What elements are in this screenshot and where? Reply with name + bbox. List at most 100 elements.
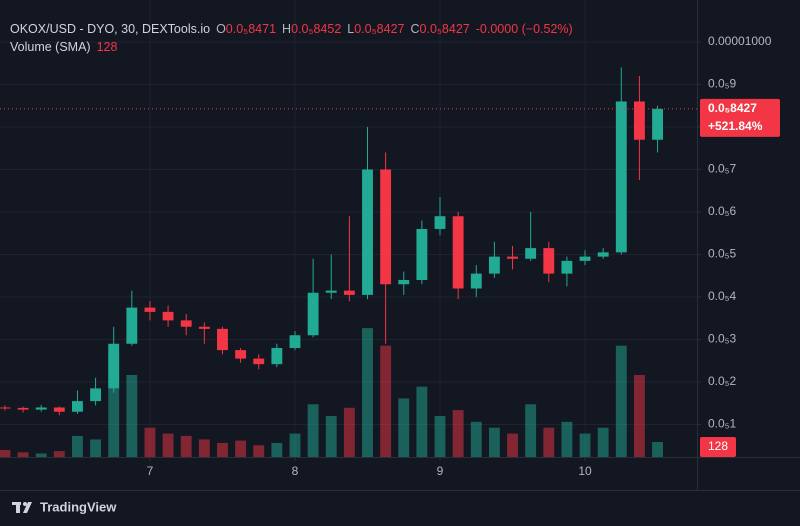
candle-body (434, 216, 446, 229)
volume-bar (126, 374, 138, 457)
y-tick-label: 0.0₅6 (708, 204, 737, 218)
volume-bar (525, 404, 537, 457)
volume-bar (615, 345, 627, 457)
candle-body (35, 407, 47, 410)
volume-bar (652, 442, 663, 457)
legend-value: 0.0₅8471 (225, 22, 277, 36)
volume-name: Volume (SMA) (10, 40, 91, 54)
candle-body (597, 252, 609, 257)
candle-body (452, 216, 464, 289)
y-tick-label: 0.00001000 (708, 34, 772, 48)
volume-label-box (700, 437, 736, 457)
legend-key: H (282, 22, 292, 36)
y-tick-label: 0.0₅5 (708, 247, 737, 261)
candle-body (180, 320, 192, 327)
x-tick-label: 8 (292, 464, 299, 478)
brand: TradingView (40, 499, 117, 514)
volume-label: 128 (708, 439, 728, 453)
volume-bar (17, 452, 29, 457)
candle-body (108, 343, 120, 389)
volume-bar (108, 351, 120, 457)
volume-bar (434, 415, 446, 457)
volume-bar (597, 427, 609, 457)
legend-key: O (216, 22, 226, 36)
candle-body (633, 101, 645, 140)
volume-bar (452, 410, 464, 457)
x-tick-label: 7 (147, 464, 154, 478)
y-tick-label: 0.0₅9 (708, 77, 737, 91)
volume-bar (307, 404, 319, 457)
candle-body (470, 273, 482, 289)
candle-body (217, 328, 228, 351)
volume-bar (0, 449, 11, 457)
candle-body (289, 335, 301, 348)
candle-body (561, 260, 573, 274)
x-tick-label: 10 (578, 464, 592, 478)
volume-bar (90, 439, 102, 457)
legend-value: 0.0₅8452 (291, 22, 342, 36)
volume-bar (144, 427, 156, 457)
candle-body (307, 292, 319, 336)
volume-bar (416, 386, 428, 457)
candle-body (398, 279, 410, 285)
candle-body (0, 407, 11, 409)
y-tick-label: 0.0₅4 (708, 289, 737, 303)
volume-bar (633, 374, 645, 457)
candle-body (72, 401, 83, 412)
candle-body (525, 248, 537, 259)
volume-bar (343, 407, 355, 457)
volume-bar (53, 451, 65, 457)
legend-value: 0.0₅8427 (419, 22, 470, 36)
price-label: 0.0₅8427 (708, 101, 757, 115)
brand-logo (12, 502, 32, 513)
candle-body (17, 407, 29, 410)
legend-key: C (410, 22, 420, 36)
x-tick-label: 9 (437, 464, 444, 478)
candle-body (507, 256, 518, 259)
header: OKOX/USD - DYO, 30, DEXTools.io O0.0₅8471… (10, 22, 573, 36)
candle-body (416, 228, 428, 280)
volume-bar (253, 445, 265, 457)
legend-value: 0.0₅8427 (354, 22, 405, 36)
candle-body (90, 388, 102, 402)
volume-bar (217, 442, 228, 457)
volume-bar (289, 433, 301, 457)
volume-bar (380, 345, 392, 457)
volume-bar (362, 328, 373, 457)
volume-bar (561, 421, 573, 457)
volume-bar (398, 398, 410, 457)
candle-body (362, 169, 373, 295)
candle-body (325, 290, 337, 293)
y-tick-label: 0.0₅7 (708, 162, 737, 176)
volume-bar (271, 442, 283, 457)
volume-bar (72, 435, 83, 457)
volume-bar (35, 453, 47, 457)
candle-body (380, 169, 392, 285)
candle-body (53, 407, 65, 412)
candle-body (343, 290, 355, 295)
y-tick-label: 0.0₅2 (708, 374, 737, 388)
volume-bar (470, 421, 482, 457)
y-tick-label: 0.0₅3 (708, 332, 737, 346)
volume-bar (235, 440, 247, 457)
candle-body (162, 311, 174, 321)
candle-body (198, 326, 210, 329)
volume-legend: Volume (SMA) 128 (10, 40, 117, 54)
title: OKOX/USD - DYO, 30, DEXTools.io (10, 22, 211, 36)
change: -0.0000 (−0.52%) (475, 22, 573, 36)
candle-body (271, 347, 283, 365)
volume-bar (162, 433, 174, 457)
volume-bar (198, 439, 210, 457)
volume-bar (543, 427, 555, 457)
candle-body (543, 248, 555, 274)
candle-body (144, 307, 156, 312)
volume-bar (507, 433, 518, 457)
candle-body (488, 256, 500, 274)
y-tick-label: 0.0₅1 (708, 417, 737, 431)
volume-bar (180, 435, 192, 457)
candle-body (652, 108, 663, 140)
legend-key: L (347, 22, 355, 36)
candle-body (235, 350, 247, 359)
